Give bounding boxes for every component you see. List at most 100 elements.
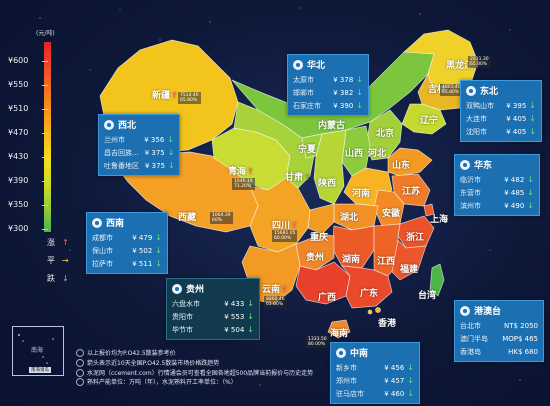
province-label-hebei: 河北 xyxy=(368,149,387,159)
arrow-flat-icon: → xyxy=(62,256,69,265)
location-pin-icon xyxy=(460,159,470,170)
province-shandong xyxy=(387,147,433,177)
legend-tick: ¥550 xyxy=(8,80,49,89)
legend-tick: ¥470 xyxy=(8,128,49,137)
price-row: 毕节市 ¥ 504 ↓ xyxy=(172,325,254,334)
province-label-hubei: 湖北 xyxy=(340,213,359,223)
province-shanghai xyxy=(423,203,435,217)
price-row: 六盘水市 ¥ 433 ↓ xyxy=(172,299,254,308)
province-label-chongqing: 重庆 xyxy=(310,233,329,243)
price-row: 兰州市 ¥ 356 ↓ xyxy=(104,135,174,144)
province-label-hainan: 海南 xyxy=(330,329,349,339)
province-label-shandong: 山东 xyxy=(392,161,411,171)
province-ningxia xyxy=(301,133,323,159)
price-row: 沈阳市 ¥ 405 ↓ xyxy=(466,127,536,136)
price-row: 吐鲁番地区 ¥ 375 ↓ xyxy=(104,161,175,170)
province-label-guangxi: 广西 xyxy=(318,293,337,303)
inset-islands xyxy=(18,334,54,364)
province-label-guizhou: 贵州 xyxy=(306,253,325,263)
mini-value-box: 2011.30 65.00% xyxy=(468,56,491,68)
footnote-item: 熟料产能单位：万吨（年），水泥熟料开工率单位：（%） xyxy=(76,378,313,388)
note-bullet-icon xyxy=(76,378,84,387)
province-label-jiangsu: 江苏 xyxy=(402,187,421,197)
trend-legend-down: 跌 ↓ xyxy=(47,274,69,283)
legend-unit: (元/吨) xyxy=(36,30,55,37)
region-card-gangaotai[interactable]: 港澳台 台北市 NT$ 2050 澳门半岛 MOP$ 465 香港岛 HK$ 680 xyxy=(454,300,544,362)
location-pin-icon xyxy=(336,347,346,358)
price-row: 驻马店市 ¥ 460 ↓ xyxy=(336,389,414,398)
price-row: 保山市 ¥ 502 ↓ xyxy=(92,246,162,255)
price-row: 东营市 ¥ 485 ↓ xyxy=(460,188,534,197)
province-label-zhejiang: 浙江 xyxy=(406,233,425,243)
price-row: 石家庄市 ¥ 390 ↓ xyxy=(293,101,363,110)
inset-tag: 南海诸岛 xyxy=(29,367,51,373)
province-label-fujian: 福建 xyxy=(400,265,419,275)
region-card-huadong[interactable]: 华东 临沂市 ¥ 482 ↓ 东营市 ¥ 485 ↓ 滨州市 ¥ 490 ↓ xyxy=(454,154,540,216)
legend-tick: ¥350 xyxy=(8,200,49,209)
province-label-qinghai: 青海↑ xyxy=(228,167,254,177)
price-row: 郑州市 ¥ 457 ↓ xyxy=(336,376,414,385)
province-label-neimenggu: 内蒙古 xyxy=(318,121,346,131)
legend-tick: ¥390 xyxy=(8,176,49,185)
legend-tick: ¥430 xyxy=(8,152,49,161)
mini-value-box: 4001.40 65.80% xyxy=(440,84,463,96)
province-label-taiwan: 台湾 xyxy=(418,291,437,301)
location-pin-icon xyxy=(293,59,303,70)
price-row: 太原市 ¥ 378 ↓ xyxy=(293,75,363,84)
price-row: 台北市 NT$ 2050 xyxy=(460,321,538,330)
trend-legend-up: 涨 ↑ xyxy=(47,238,69,247)
province-label-shanghai: 上海 xyxy=(430,215,449,225)
trend-legend-flat: 平 → xyxy=(47,256,69,265)
legend-tick: ¥600 xyxy=(8,56,49,65)
location-pin-icon xyxy=(104,119,114,130)
province-liaoning xyxy=(401,103,447,135)
arrow-up-icon: ↑ xyxy=(62,238,69,247)
province-fujian xyxy=(391,239,427,281)
region-card-guizhou[interactable]: 贵州 六盘水市 ¥ 433 ↓ 贵阳市 ¥ 553 ↓ 毕节市 ¥ 504 ↓ xyxy=(166,278,260,340)
legend-tick: ¥300 xyxy=(8,224,49,233)
price-row: 大连市 ¥ 405 ↓ xyxy=(466,114,536,123)
footnotes: 以上报价均为P.O42.5散装参考价 箭头表示近10天全国P.O42.5散装市场… xyxy=(76,349,313,388)
legend-color-bar xyxy=(44,42,51,232)
province-taiwan xyxy=(429,263,445,297)
province-label-xinjiang: 新疆↑ xyxy=(152,91,178,101)
province-label-hunan: 湖南 xyxy=(342,255,361,265)
region-card-zhongnan[interactable]: 中南 新乡市 ¥ 456 ↓ 郑州市 ¥ 457 ↓ 驻马店市 ¥ 460 ↓ xyxy=(330,342,420,404)
province-label-shaanxi: 陕西 xyxy=(318,179,337,189)
province-label-yunnan: 云南↑ xyxy=(262,285,288,295)
mini-value-box: 8860.46 61.00% xyxy=(264,296,287,308)
location-pin-icon xyxy=(460,305,470,316)
province-label-beijing: 北京 xyxy=(376,129,395,139)
province-label-gansu: 甘肃↑ xyxy=(285,173,311,183)
province-label-hongkong: 香港 xyxy=(378,319,397,329)
region-card-huabei[interactable]: 华北 太原市 ¥ 378 ↓ 邯郸市 ¥ 382 ↓ 石家庄市 ¥ 390 ↓ xyxy=(287,54,369,116)
footnote-item: 以上报价均为P.O42.5散装参考价 xyxy=(76,349,313,359)
location-pin-icon xyxy=(92,217,102,228)
province-label-xizang: 西藏 xyxy=(178,213,197,223)
region-card-xibei[interactable]: 西北 兰州市 ¥ 356 ↓ 昌吉回族... ¥ 375 ↓ 吐鲁番地区 ¥ 375 ↓ xyxy=(98,114,180,176)
inset-label: 南海 xyxy=(31,347,44,354)
province-label-henan: 河南 xyxy=(352,189,371,199)
province-guangdong xyxy=(341,265,393,309)
price-row: 拉萨市 ¥ 511 ↓ xyxy=(92,259,162,268)
legend-tick: ¥510 xyxy=(8,104,49,113)
price-row: 滨州市 ¥ 490 ↓ xyxy=(460,201,534,210)
footnote-item: 箭头表示近10天全国P.O42.5散装市场价格跌趋势 xyxy=(76,358,313,369)
price-row: 临沂市 ¥ 482 ↓ xyxy=(460,175,534,184)
region-card-dongbei[interactable]: 东北 双鸭山市 ¥ 395 ↓ 大连市 ¥ 405 ↓ 沈阳市 ¥ 405 ↓ xyxy=(460,80,542,142)
mini-value-box: 1064.39 60% xyxy=(210,212,233,224)
note-bullet-icon xyxy=(76,349,84,357)
footnote-item: 水泥网（ccement.com）行情通会员可查看全国各地超500品牌当前报价与历… xyxy=(76,368,313,379)
price-row: 邯郸市 ¥ 382 ↓ xyxy=(293,88,363,97)
region-card-xinan[interactable]: 西南 成都市 ¥ 479 ↓ 保山市 ¥ 502 ↓ 拉萨市 ¥ 511 ↓ xyxy=(86,212,168,274)
region-macau xyxy=(367,309,373,315)
note-bullet-icon xyxy=(76,358,84,367)
province-label-jiangxi: 江西 xyxy=(377,257,396,267)
price-row: 昌吉回族... ¥ 375 ↓ xyxy=(104,148,175,157)
price-row: 澳门半岛 MOP$ 465 xyxy=(460,334,538,343)
price-row: 成都市 ¥ 479 ↓ xyxy=(92,233,162,242)
price-row: 双鸭山市 ¥ 395 ↓ xyxy=(466,101,536,110)
arrow-down-icon: ↓ xyxy=(62,274,69,283)
note-bullet-icon xyxy=(76,368,84,377)
province-label-sichuan: 四川↑ xyxy=(272,221,298,231)
